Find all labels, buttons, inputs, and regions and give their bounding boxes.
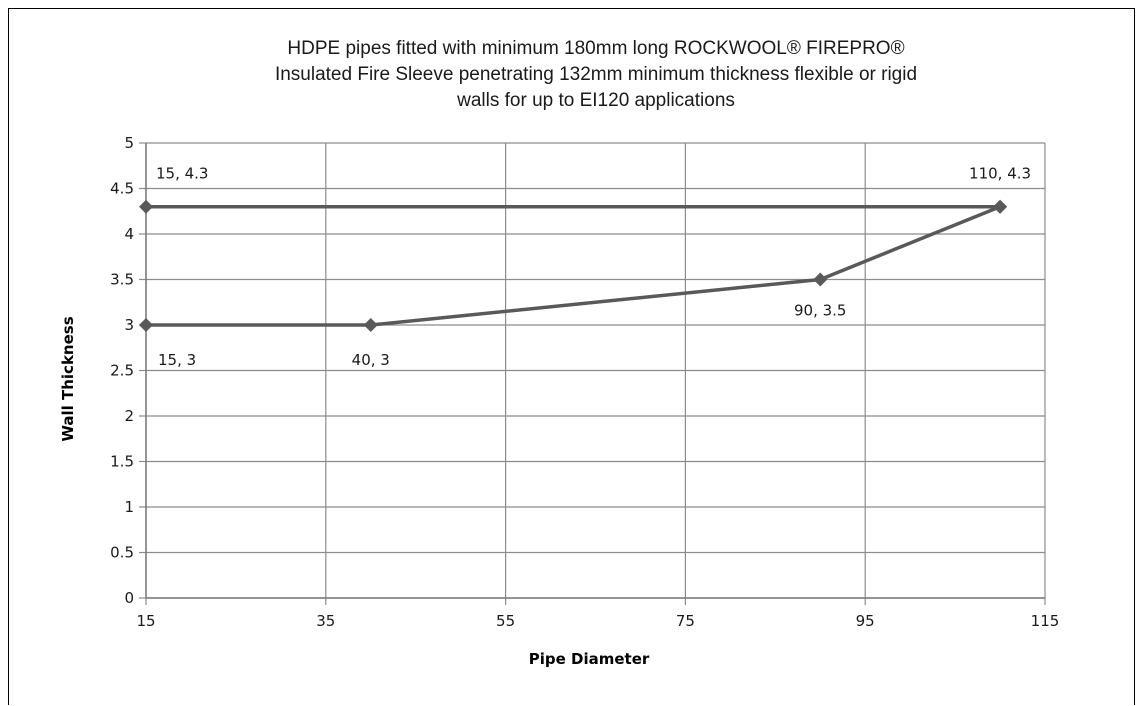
series-2-point — [813, 272, 828, 287]
y-tick-label: 3.5 — [110, 271, 134, 289]
y-tick-label: 0 — [124, 589, 134, 607]
chart-title-line-2: Insulated Fire Sleeve penetrating 132mm … — [275, 64, 917, 85]
tick-labels: 0 0.5 1 1.5 2 2.5 3 3.5 4 4.5 5 15 35 55 75 95 115 — [110, 134, 1059, 630]
data-label: 40, 3 — [352, 351, 390, 369]
series-1-point — [139, 199, 153, 214]
chart-title-line-3: walls for up to EI120 applications — [456, 90, 735, 111]
y-axis-title: Wall Thickness — [59, 316, 77, 441]
chart-title: HDPE pipes fitted with minimum 180mm lon… — [275, 38, 917, 111]
y-tick-label: 3 — [124, 316, 134, 334]
y-tick-label: 2.5 — [110, 362, 134, 380]
data-label: 15, 4.3 — [156, 165, 208, 183]
y-tick-label: 4 — [124, 225, 134, 243]
series-2-point — [139, 318, 153, 332]
x-tick-label: 35 — [316, 612, 335, 630]
x-tick-label: 95 — [856, 612, 875, 630]
y-tick-label: 2 — [124, 407, 134, 425]
y-tick-label: 1 — [124, 498, 134, 516]
x-axis-title: Pipe Diameter — [529, 650, 650, 668]
y-tick-label: 4.5 — [110, 180, 134, 198]
y-tick-label: 1.5 — [110, 453, 134, 471]
series — [139, 199, 1008, 332]
data-labels: 15, 4.3 110, 4.3 15, 3 40, 3 90, 3.5 — [156, 165, 1031, 369]
axes — [139, 142, 1046, 605]
y-tick-label: 5 — [124, 134, 134, 152]
y-tick-label: 0.5 — [110, 544, 134, 562]
series-2-line — [146, 205, 1001, 327]
x-tick-label: 75 — [676, 612, 695, 630]
data-label: 15, 3 — [158, 351, 196, 369]
line-chart: HDPE pipes fitted with minimum 180mm lon… — [59, 38, 1059, 668]
series-2-point — [363, 318, 378, 332]
data-label: 90, 3.5 — [794, 302, 846, 320]
series-2-point — [993, 199, 1008, 214]
x-tick-label: 55 — [496, 612, 515, 630]
chart-title-line-1: HDPE pipes fitted with minimum 180mm lon… — [287, 38, 904, 59]
x-tick-label: 15 — [136, 612, 155, 630]
data-label: 110, 4.3 — [969, 165, 1031, 183]
chart-frame: HDPE pipes fitted with minimum 180mm lon… — [8, 8, 1135, 705]
x-tick-label: 115 — [1031, 612, 1060, 630]
gridlines — [145, 142, 1046, 599]
